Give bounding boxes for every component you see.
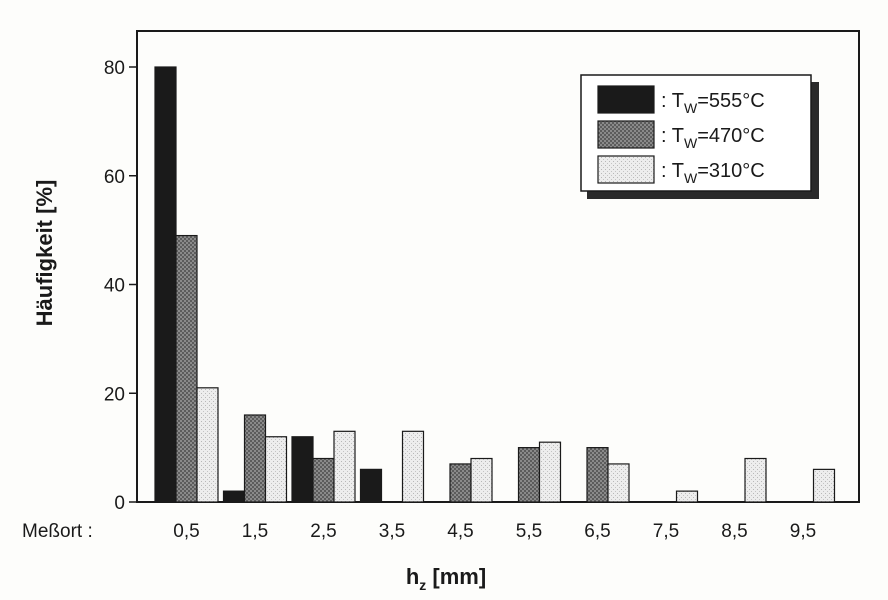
bar-series-3-3-5 — [401, 430, 425, 503]
x-axis-title: hz [mm] — [406, 564, 486, 593]
plot-frame — [136, 30, 860, 503]
x-tick-label: 7,5 — [653, 521, 679, 542]
bar-series-3-1-5 — [264, 436, 288, 503]
legend-label: : TW=555°C — [661, 90, 765, 116]
y-tick-label: 20 — [104, 384, 125, 405]
bar-series-3-2-5 — [333, 430, 356, 503]
x-row-label: Meßort : — [22, 521, 93, 542]
legend: : TW=555°C : TW=470°C : TW=310°C — [580, 74, 819, 199]
bar-series-2-6-5 — [586, 447, 609, 503]
x-tick-label: 3,5 — [379, 521, 405, 542]
bar-series-2-4-5 — [449, 463, 472, 503]
x-tick-label: 8,5 — [721, 521, 747, 542]
legend-swatch — [597, 155, 655, 184]
x-tick-label: 9,5 — [790, 521, 816, 542]
bar-series-3-0-5 — [196, 387, 219, 503]
x-tick-label: 2,5 — [310, 521, 336, 542]
bar-series-2-2-5 — [312, 457, 335, 503]
x-tick-label: 6,5 — [584, 521, 610, 542]
x-axis: 0,5 1,5 2,5 3,5 4,5 5,5 6,5 7,5 8,5 9,5 — [173, 521, 816, 542]
legend-swatch — [597, 120, 655, 149]
bar-series-3-7-5 — [675, 490, 699, 503]
legend-swatch — [597, 85, 655, 114]
y-tick-label: 40 — [104, 276, 125, 297]
y-axis: 0 20 40 60 80 — [104, 58, 137, 514]
x-tick-label: 4,5 — [447, 521, 473, 542]
y-tick-label: 80 — [104, 58, 125, 79]
bar-series-3-9-5 — [812, 468, 836, 503]
bar-series-3-6-5 — [607, 463, 630, 503]
y-axis-title: Häufigkeit [%] — [32, 180, 57, 327]
bar-series-2-1-5 — [243, 414, 267, 503]
y-tick-label: 0 — [114, 493, 125, 514]
bar-series-3-4-5 — [470, 457, 493, 503]
bar-series-2-0-5 — [175, 234, 198, 503]
legend-label: : TW=310°C — [661, 160, 765, 186]
x-tick-label: 0,5 — [173, 521, 199, 542]
bar-series-1-3-5 — [359, 468, 383, 503]
y-tick-label: 60 — [104, 167, 125, 188]
bar-series-1-2-5 — [291, 436, 314, 503]
bar-series-1-0-5 — [154, 66, 177, 503]
bar-series-1-1-5 — [222, 490, 246, 503]
bars — [154, 66, 836, 503]
x-tick-label: 5,5 — [516, 521, 542, 542]
bar-series-3-5-5 — [538, 441, 562, 503]
bar-series-3-8-5 — [744, 457, 767, 503]
x-tick-label: 1,5 — [242, 521, 268, 542]
legend-label: : TW=470°C — [661, 125, 765, 151]
bar-series-2-5-5 — [517, 447, 541, 503]
